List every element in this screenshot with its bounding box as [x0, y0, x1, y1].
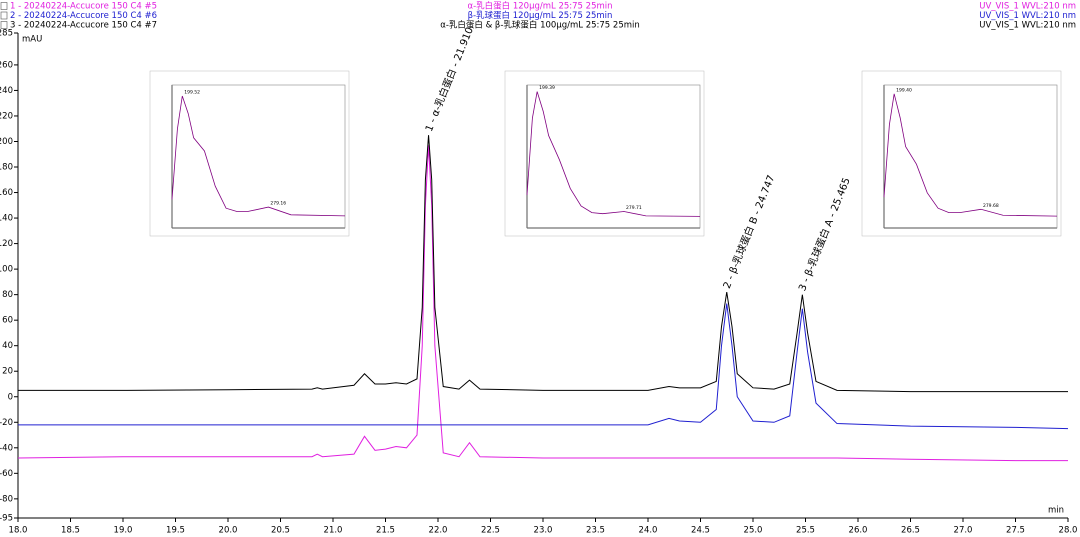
x-tick-label: 22.5	[481, 526, 500, 536]
y-axis-label: mAU	[22, 35, 42, 45]
peak-label: 279.16	[270, 201, 286, 207]
legend-sample: β-乳球蛋白 120µg/mL 25:75 25min	[468, 10, 613, 21]
trace	[18, 135, 1068, 393]
x-tick-label: 24.5	[691, 526, 710, 536]
trace	[171, 95, 346, 217]
y-tick-label: 20	[2, 367, 13, 377]
x-tick-label: 26.0	[849, 526, 868, 536]
legend-sample: α-乳白蛋白 120µg/mL 25:75 25min	[467, 1, 612, 12]
y-tick-label: -95	[0, 514, 13, 524]
y-tick-label: 200	[0, 137, 13, 147]
x-tick-label: 23.0	[534, 526, 553, 536]
x-tick-label: 19.5	[166, 526, 185, 536]
x-tick-label: 27.0	[954, 526, 973, 536]
y-tick-label: 160	[0, 188, 13, 198]
x-tick-label: 25.5	[796, 526, 815, 536]
legend-channel: UV_VIS_1 WVL:210 nm	[979, 2, 1076, 12]
peak-label: 199.40	[896, 87, 912, 93]
y-tick-label: 40	[2, 341, 13, 351]
peak-label: 199.39	[539, 85, 555, 91]
x-axis-label: min	[1048, 506, 1064, 516]
inset-frame	[171, 84, 346, 229]
peak-label: 199.52	[184, 90, 200, 96]
y-tick-label: -80	[0, 494, 13, 504]
y-tick-label: 240	[0, 86, 13, 96]
y-tick-label: 180	[0, 163, 13, 173]
peak-label: 279.68	[983, 203, 999, 209]
x-tick-label: 26.5	[901, 526, 920, 536]
inset-frame	[883, 84, 1058, 229]
y-tick-label: 285	[0, 29, 13, 39]
y-tick-label: 120	[0, 239, 13, 249]
legend-swatch	[0, 11, 8, 20]
x-tick-label: 24.0	[639, 526, 658, 536]
y-tick-label: 140	[0, 214, 13, 224]
legend-sample: α-乳白蛋白 & β-乳球蛋白 100µg/mL 25:75 25min	[440, 20, 640, 31]
legend-channel: UV_VIS_1 WVL:210 nm	[979, 21, 1076, 31]
x-tick-label: 21.5	[376, 526, 395, 536]
x-tick-label: 22.0	[429, 526, 448, 536]
y-tick-label: 100	[0, 265, 13, 275]
inset-bg	[861, 70, 1062, 237]
trace	[883, 93, 1058, 217]
y-tick-label: -40	[0, 443, 13, 453]
peak-label: 1 - α-乳白蛋白 - 21.910	[422, 25, 476, 133]
x-tick-label: 19.0	[114, 526, 133, 536]
y-tick-label: 220	[0, 111, 13, 121]
legend-name: 2 - 20240224-Accucore 150 C4 #6	[10, 11, 157, 21]
y-tick-label: -20	[0, 418, 13, 428]
x-tick-label: 28.0	[1059, 526, 1078, 536]
x-tick-label: 21.0	[324, 526, 343, 536]
y-tick-label: 80	[2, 290, 13, 300]
y-tick-label: -60	[0, 469, 13, 479]
trace	[17, 145, 1068, 462]
x-tick-label: 18.0	[9, 526, 28, 536]
legend-channel: UV_VIS_1 WVL:210 nm	[979, 11, 1076, 21]
peak-label: 3 - β-乳球蛋白 A - 25.465	[795, 176, 852, 293]
peak-label: 2 - β-乳球蛋白 B - 24.747	[720, 173, 778, 290]
legend-name: 3 - 20240224-Accucore 150 C4 #7	[10, 21, 157, 31]
x-tick-label: 20.5	[271, 526, 290, 536]
legend-swatch	[0, 21, 8, 29]
x-tick-label: 18.5	[61, 526, 80, 536]
x-tick-label: 20.0	[219, 526, 238, 536]
legend-swatch	[0, 2, 8, 10]
y-tick-label: 60	[2, 316, 13, 326]
x-tick-label: 27.5	[1006, 526, 1025, 536]
legend-name: 1 - 20240224-Accucore 150 C4 #5	[10, 2, 157, 12]
inset-bg	[504, 70, 705, 237]
x-tick-label: 25.0	[744, 526, 763, 536]
x-tick-label: 23.5	[586, 526, 605, 536]
inset-frame	[526, 84, 701, 229]
y-tick-label: 260	[0, 60, 13, 70]
y-tick-label: 0	[8, 392, 13, 402]
peak-label: 279.71	[626, 205, 642, 211]
trace	[18, 303, 1069, 430]
trace	[526, 91, 701, 217]
